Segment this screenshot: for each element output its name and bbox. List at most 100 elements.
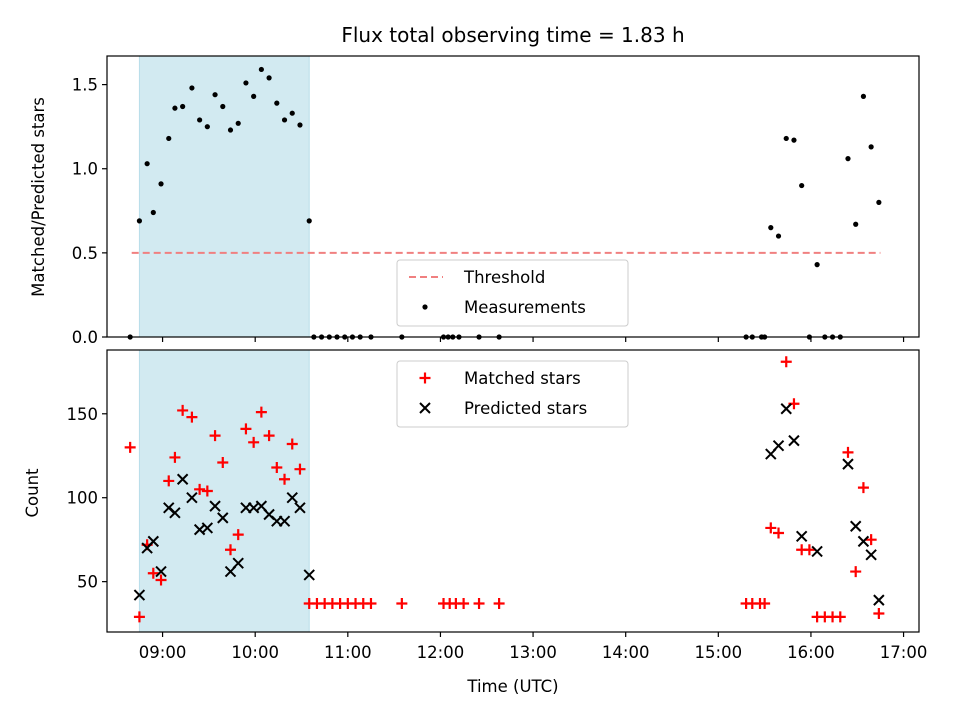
- bottom-predicted-point: [294, 502, 306, 514]
- bottom-predicted-point: [176, 473, 189, 485]
- bottom-predicted-point: [857, 535, 870, 548]
- bottom-matched-point: [396, 597, 408, 609]
- bottom-predicted-point: [788, 434, 800, 447]
- bottom-predicted-point: [865, 549, 877, 561]
- bottom-matched-point: [765, 522, 777, 534]
- top-legend: Threshold Measurements: [396, 259, 629, 327]
- top-measurement-point: [768, 225, 774, 231]
- bottom-matched-point: [294, 463, 306, 475]
- top-measurement-point: [297, 122, 303, 128]
- bottom-predicted-point: [155, 565, 167, 578]
- top-measurement-point: [212, 92, 218, 98]
- bottom-matched-point: [163, 475, 175, 487]
- top-axes-frame: [106, 55, 920, 338]
- top-legend-label: Measurements: [464, 298, 586, 317]
- bottom-x-tick-label: 12:00: [417, 643, 465, 662]
- bottom-matched-point: [780, 356, 792, 368]
- bottom-predicted-point: [209, 500, 221, 512]
- top-y-tick-label: 1.0: [72, 160, 98, 179]
- top-measurement-point: [150, 209, 156, 216]
- top-y-axis-label: Matched/Predicted stars: [29, 97, 48, 297]
- bottom-matched-point: [209, 430, 221, 442]
- bottom-matched-point: [458, 597, 470, 609]
- bottom-predicted-point: [147, 535, 160, 548]
- bottom-y-axis-label: Count: [23, 468, 42, 518]
- bottom-x-tick-label: 09:00: [139, 643, 187, 662]
- bottom-matched-point: [133, 611, 145, 623]
- top-measurement-point: [853, 221, 859, 227]
- bottom-predicted-point: [811, 545, 823, 558]
- bottom-matched-point: [773, 527, 785, 539]
- top-measurement-point: [204, 124, 210, 130]
- bottom-predicted-point: [133, 589, 146, 601]
- bottom-predicted-point: [772, 439, 785, 452]
- top-measurement-point: [281, 117, 288, 123]
- bottom-predicted-point: [278, 515, 291, 527]
- bottom-matched-point: [857, 482, 869, 494]
- top-legend-label: Threshold: [463, 268, 545, 287]
- bottom-matched-point: [194, 483, 206, 495]
- top-measurement-point: [274, 100, 280, 106]
- top-measurement-point: [251, 93, 257, 99]
- top-measurement-point: [306, 218, 312, 224]
- bottom-x-tick-label: 11:00: [324, 643, 372, 662]
- top-y-tick-label: 0.5: [72, 244, 98, 263]
- top-measurement-point: [220, 103, 226, 110]
- bottom-x-tick-label: 17:00: [880, 643, 928, 662]
- top-legend-measurement-swatch: [422, 304, 428, 310]
- top-legend-box: [396, 259, 629, 327]
- bottom-predicted-point: [873, 594, 885, 606]
- bottom-legend-label: Predicted stars: [464, 399, 587, 418]
- top-measurement-point: [289, 110, 295, 116]
- bottom-y-tick-label: 150: [67, 405, 99, 424]
- bottom-matched-point: [169, 451, 181, 463]
- bottom-predicted-point: [286, 492, 298, 504]
- bottom-predicted-point: [201, 522, 214, 534]
- top-measurement-point: [243, 80, 249, 86]
- bottom-matched-point: [873, 608, 885, 620]
- x-axis-label: Time (UTC): [466, 677, 558, 696]
- bottom-x-tick-label: 16:00: [787, 643, 835, 662]
- bottom-legend-label: Matched stars: [464, 369, 581, 388]
- bottom-matched-point: [493, 597, 505, 609]
- bottom-matched-point: [286, 438, 298, 450]
- top-shaded-region: [138, 55, 310, 338]
- bottom-matched-point: [834, 611, 846, 623]
- top-y-tick-label: 1.5: [72, 76, 98, 95]
- bottom-legend-matched-swatch: [419, 372, 431, 384]
- bottom-legend-box: [396, 360, 629, 428]
- bottom-matched-point: [248, 436, 260, 448]
- bottom-predicted-point: [186, 492, 198, 504]
- bottom-matched-point: [850, 566, 862, 578]
- top-measurement-point: [845, 156, 851, 162]
- top-measurement-point: [258, 66, 264, 73]
- top-measurement-point: [799, 182, 805, 189]
- bottom-series-matched-stars: [124, 356, 885, 623]
- bottom-legend-predicted-swatch: [419, 402, 431, 414]
- top-measurement-point: [860, 93, 867, 99]
- bottom-x-tick-label: 10:00: [231, 643, 279, 662]
- bottom-matched-point: [155, 574, 167, 586]
- top-measurement-point: [235, 120, 241, 126]
- bottom-matched-point: [842, 446, 854, 458]
- bottom-predicted-point: [795, 530, 808, 543]
- bottom-matched-point: [224, 544, 236, 556]
- bottom-predicted-point: [780, 403, 792, 415]
- bottom-legend: Matched stars Predicted stars: [396, 360, 629, 428]
- bottom-x-tick-label: 15:00: [695, 643, 743, 662]
- bottom-matched-point: [124, 441, 136, 453]
- bottom-x-tick-label: 14:00: [602, 643, 650, 662]
- bottom-matched-point: [473, 597, 485, 609]
- bottom-y-tick-label: 50: [77, 573, 98, 592]
- top-measurement-point: [180, 103, 186, 110]
- bottom-matched-point: [186, 411, 198, 423]
- bottom-predicted-point: [849, 520, 862, 532]
- bottom-matched-point: [232, 529, 244, 541]
- bottom-y-tick-label: 100: [67, 489, 99, 508]
- bottom-axes-frame: [106, 349, 920, 633]
- bottom-matched-point: [759, 597, 771, 609]
- top-measurement-point: [791, 137, 797, 143]
- bottom-shaded-region: [138, 349, 310, 633]
- bottom-matched-point: [365, 597, 377, 609]
- bottom-matched-point: [240, 423, 252, 435]
